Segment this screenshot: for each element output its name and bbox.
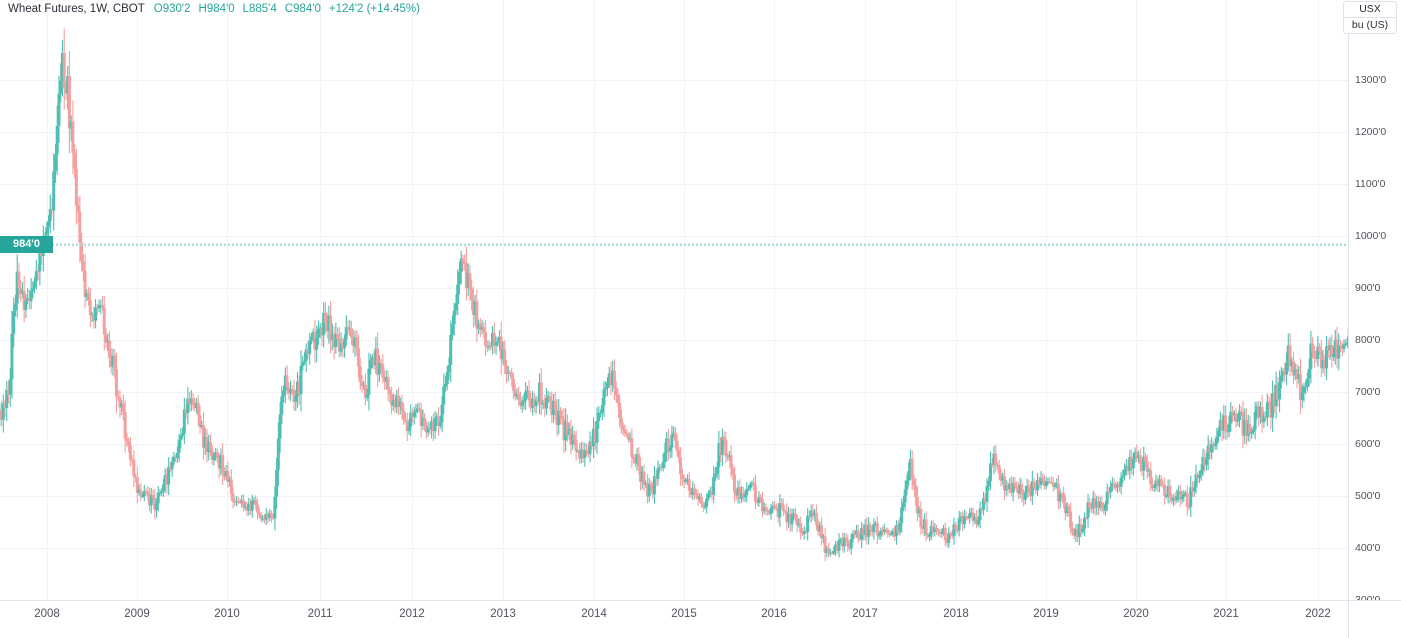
current-price-badge: 984'0 (0, 236, 53, 253)
currency-unit-box[interactable]: USX bu (US) (1343, 1, 1397, 34)
price-tick: 700'0 (1355, 387, 1380, 398)
legend-close-label: C (285, 3, 293, 15)
legend-open-label: O (154, 3, 163, 15)
currency-label: USX (1344, 2, 1396, 18)
price-tick: 1300'0 (1355, 75, 1386, 86)
time-axis[interactable]: 2008 2009 2010 2011 2012 2013 2014 2015 2016 2017… (0, 600, 1348, 638)
unit-label: bu (US) (1344, 18, 1396, 33)
price-axis[interactable]: 1300'0 1200'0 1100'0 1000'0 900'0 800'0 700'0 6… (1348, 0, 1401, 600)
time-tick: 2017 (852, 608, 878, 621)
legend-low-value: 885'4 (249, 3, 277, 15)
axis-corner (1348, 600, 1401, 638)
price-tick: 800'0 (1355, 335, 1380, 346)
price-tick: 1000'0 (1355, 231, 1386, 242)
time-tick: 2009 (124, 608, 150, 621)
price-tick: 900'0 (1355, 283, 1380, 294)
time-tick: 2016 (761, 608, 787, 621)
legend-close: C984'0 (285, 3, 321, 15)
time-tick: 2010 (214, 608, 240, 621)
time-tick: 2018 (943, 608, 969, 621)
legend-close-value: 984'0 (293, 3, 321, 15)
time-tick: 2012 (399, 608, 425, 621)
legend-high-value: 984'0 (207, 3, 235, 15)
time-tick: 2011 (308, 608, 333, 621)
price-tick: 400'0 (1355, 543, 1380, 554)
legend-open: O930'2 (154, 3, 191, 15)
legend-open-value: 930'2 (163, 3, 191, 15)
legend-low: L885'4 (243, 3, 277, 15)
legend-high: H984'0 (199, 3, 235, 15)
time-tick: 2022 (1305, 608, 1331, 621)
price-tick: 600'0 (1355, 439, 1380, 450)
time-tick: 2014 (581, 608, 607, 621)
price-tick: 1100'0 (1355, 179, 1385, 190)
time-tick: 2019 (1033, 608, 1059, 621)
chart-canvas (0, 0, 1348, 600)
grid-lines (0, 0, 1348, 600)
time-tick: 2008 (34, 608, 60, 621)
time-tick: 2015 (671, 608, 697, 621)
price-tick: 1200'0 (1355, 127, 1386, 138)
chart-plot-area[interactable] (0, 0, 1348, 600)
time-tick: 2021 (1213, 608, 1239, 621)
price-tick: 500'0 (1355, 491, 1380, 502)
ohlc-bars (0, 29, 1348, 562)
time-tick: 2020 (1123, 608, 1149, 621)
legend-symbol[interactable]: Wheat Futures, 1W, CBOT (8, 2, 145, 16)
legend-high-label: H (199, 3, 207, 15)
time-tick: 2013 (490, 608, 516, 621)
legend-change: +124'2 (+14.45%) (329, 3, 420, 15)
